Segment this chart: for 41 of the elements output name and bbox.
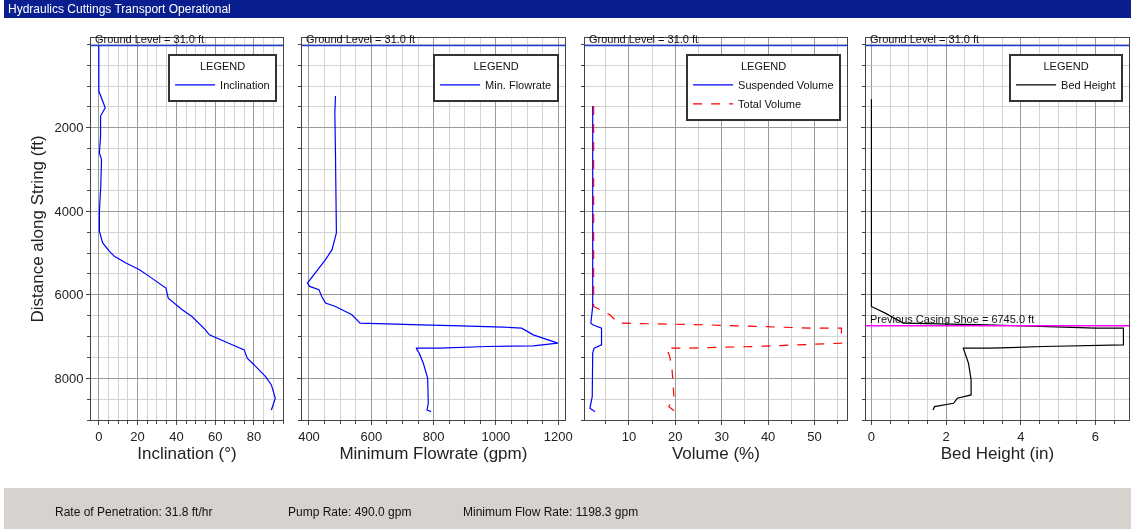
x-tick-label: 4: [1017, 428, 1025, 444]
legend-title: LEGEND: [473, 60, 519, 73]
legend-label: Min. Flowrate: [485, 79, 552, 92]
x-tick-label: 40: [169, 428, 184, 444]
x-tick-label: 50: [807, 428, 822, 444]
x-tick-label: 1000: [481, 428, 511, 444]
legend-label: Suspended Volume: [738, 79, 834, 92]
x-tick-label: 30: [714, 428, 729, 444]
text: Minimum Flow Rate: 1198.3 gpm: [463, 505, 639, 519]
y-tick-label: 4000: [54, 203, 84, 219]
y-tick-label: 8000: [54, 370, 84, 386]
x-axis-title: Volume (%): [671, 444, 760, 463]
x-tick-label: 2: [942, 428, 950, 444]
legend-title: LEGEND: [199, 60, 246, 73]
x-tick-label: 1200: [543, 428, 573, 444]
chart-title: Hydraulics Cuttings Transport Operational: [8, 2, 231, 16]
x-tick-label: 20: [130, 428, 145, 444]
x-tick-label: 800: [422, 428, 445, 444]
y-axis-title: Distance along String (ft): [28, 135, 48, 323]
x-axis-title: Inclination (°): [137, 444, 237, 463]
x-tick-label: 60: [207, 428, 223, 444]
legend-title: LEGEND: [740, 60, 787, 73]
x-tick-label: 20: [668, 428, 683, 444]
x-tick-label: 0: [95, 428, 103, 444]
legend-label: Total Volume: [738, 98, 802, 111]
x-tick-label: 400: [298, 428, 320, 444]
x-tick-label: 0: [867, 428, 876, 444]
text: Pump Rate: 490.0 gpm: [288, 505, 412, 519]
x-tick-label: 6: [1091, 428, 1100, 444]
x-tick-label: 80: [246, 428, 262, 444]
x-tick-label: 40: [760, 428, 776, 444]
legend-title: LEGEND: [1043, 60, 1089, 73]
text: Rate of Penetration: 31.8 ft/hr: [55, 505, 213, 519]
y-tick-label: 6000: [54, 287, 84, 303]
y-tick-label: 2000: [54, 120, 84, 136]
x-tick-label: 10: [621, 428, 637, 444]
legend-label: Bed Height: [1061, 79, 1116, 92]
legend-label: Inclination: [220, 79, 270, 92]
x-axis-title: Bed Height (in): [940, 444, 1055, 463]
x-tick-label: 600: [360, 428, 383, 444]
x-axis-title: Minimum Flowrate (gpm): [339, 444, 528, 463]
